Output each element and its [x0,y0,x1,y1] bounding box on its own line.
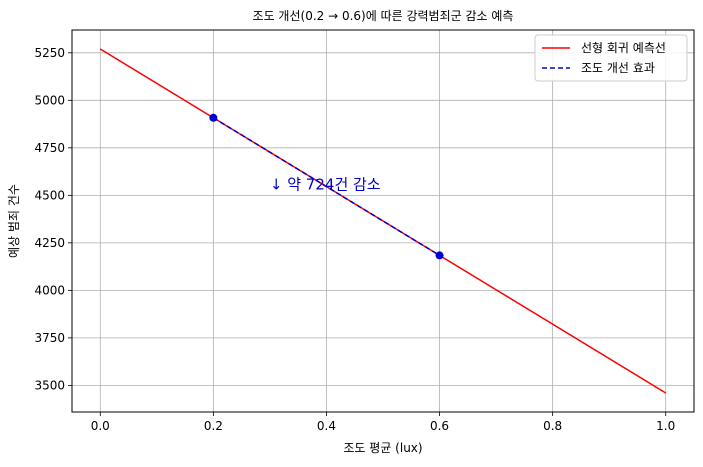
y-tick-label: 4000 [34,283,65,297]
legend: 선형 회귀 예측선 조도 개선 효과 [534,34,688,82]
x-tick-label: 0.0 [91,419,110,433]
y-tick-label: 5250 [34,46,65,60]
points-layer [209,113,444,260]
legend-label-regression: 선형 회귀 예측선 [581,41,666,55]
y-axis-label: 예상 범죄 건수 [7,184,21,258]
annotation-reduction: ↓ 약 724건 감소 [270,176,381,194]
x-tick-label: 1.0 [656,419,675,433]
series-line-improvement [212,117,440,257]
x-axis-ticks: 0.0 0.2 0.4 0.6 0.8 1.0 [91,412,675,433]
legend-box [534,34,688,82]
chart-title: 조도 개선(0.2 → 0.6)에 따른 강력범죄군 감소 예측 [253,9,514,23]
y-tick-label: 4750 [34,141,65,155]
legend-label-improvement: 조도 개선 효과 [581,61,655,75]
plot-frame [71,29,695,413]
x-tick-label: 0.6 [430,419,449,433]
y-tick-label: 5000 [34,93,65,107]
y-tick-label: 4500 [34,188,65,202]
x-tick-label: 0.8 [543,419,562,433]
grid [72,30,694,412]
y-tick-label: 3750 [34,331,65,345]
data-point [435,251,444,260]
y-axis-ticks: 3500 3750 4000 4250 4500 4750 5000 5250 [34,46,72,392]
y-tick-label: 4250 [34,236,65,250]
series-layer [99,48,667,394]
x-tick-label: 0.2 [204,419,223,433]
x-axis-label: 조도 평균 (lux) [343,441,422,455]
y-tick-label: 3500 [34,378,65,392]
x-tick-label: 0.4 [317,419,336,433]
series-line-regression [99,48,667,394]
data-point [209,113,218,122]
